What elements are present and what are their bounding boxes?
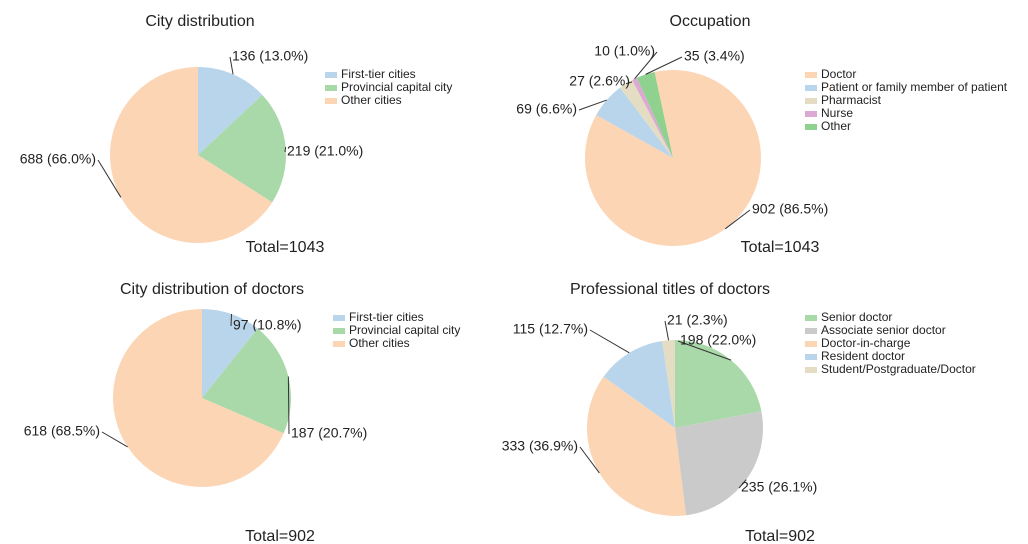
legend-label: Patient or family member of patient bbox=[821, 80, 1008, 94]
value-label: 27 (2.6%) bbox=[569, 73, 630, 89]
chart-title: Occupation bbox=[670, 13, 751, 30]
leader-line bbox=[724, 209, 751, 230]
pie-slice bbox=[202, 309, 258, 398]
legend-label: Other bbox=[821, 119, 851, 133]
pie-slice bbox=[675, 340, 762, 428]
pie-slice bbox=[662, 340, 675, 428]
legend-label: Pharmacist bbox=[821, 93, 882, 107]
legend-label: Other cities bbox=[341, 93, 402, 107]
legend-label: First-tier cities bbox=[349, 310, 424, 324]
legend-swatch bbox=[805, 111, 817, 117]
pie-slice bbox=[620, 80, 673, 158]
pie-slice bbox=[632, 77, 673, 158]
legend-swatch bbox=[333, 315, 345, 321]
value-label: 235 (26.1%) bbox=[741, 479, 817, 495]
leader-line bbox=[625, 81, 633, 85]
value-label: 97 (10.8%) bbox=[233, 317, 301, 333]
total-note: Total=1043 bbox=[741, 239, 820, 256]
legend-swatch bbox=[325, 72, 337, 78]
pie-slice bbox=[586, 376, 687, 516]
value-label: 69 (6.6%) bbox=[516, 101, 577, 117]
leader-line bbox=[645, 56, 683, 75]
legend-swatch bbox=[333, 328, 345, 334]
value-label: 198 (22.0%) bbox=[680, 332, 756, 348]
legend-label: Doctor bbox=[821, 67, 856, 81]
pie-slice bbox=[603, 340, 675, 428]
value-label: 35 (3.4%) bbox=[684, 48, 745, 64]
leader-line bbox=[664, 320, 670, 341]
leader-line bbox=[738, 479, 747, 489]
legend-label: Provincial capital city bbox=[341, 80, 452, 94]
value-label: 10 (1.0%) bbox=[594, 43, 655, 59]
chart-title: City distribution of doctors bbox=[120, 281, 304, 298]
legend-swatch bbox=[805, 98, 817, 104]
legend-swatch bbox=[325, 85, 337, 91]
pie-slice bbox=[198, 94, 286, 203]
value-label: 115 (12.7%) bbox=[513, 321, 588, 337]
pie-slice bbox=[112, 309, 284, 488]
total-note: Total=902 bbox=[245, 528, 315, 544]
chart-title: City distribution bbox=[145, 13, 254, 30]
legend-swatch bbox=[805, 328, 817, 334]
value-label: 136 (13.0%) bbox=[232, 48, 308, 64]
legend-swatch bbox=[805, 124, 817, 130]
value-label: 618 (68.5%) bbox=[24, 423, 100, 439]
legend-swatch bbox=[805, 315, 817, 321]
legend-label: Associate senior doctor bbox=[821, 323, 946, 337]
leader-line bbox=[97, 159, 122, 198]
legend-swatch bbox=[805, 354, 817, 360]
leader-line bbox=[634, 51, 658, 80]
value-label: 333 (36.9%) bbox=[502, 438, 578, 454]
leader-line bbox=[578, 99, 607, 111]
total-note: Total=1043 bbox=[246, 239, 325, 256]
legend-label: Student/Postgraduate/Doctor bbox=[821, 362, 976, 376]
pie-slice bbox=[675, 411, 763, 516]
value-label: 187 (20.7%) bbox=[291, 425, 367, 441]
leader-line bbox=[229, 56, 234, 75]
total-note: Total=902 bbox=[745, 528, 815, 544]
legend-label: Doctor-in-charge bbox=[821, 336, 911, 350]
legend-swatch bbox=[325, 98, 337, 104]
leader-line bbox=[287, 376, 290, 435]
leader-line bbox=[284, 146, 287, 153]
leader-line bbox=[579, 446, 600, 474]
value-label: 688 (66.0%) bbox=[20, 151, 96, 167]
legend-swatch bbox=[805, 341, 817, 347]
pie-slice bbox=[110, 67, 273, 243]
legend-label: Resident doctor bbox=[821, 349, 905, 363]
legend-swatch bbox=[805, 72, 817, 78]
pie-slice bbox=[198, 67, 263, 155]
legend-label: First-tier cities bbox=[341, 67, 416, 81]
legend-label: Nurse bbox=[821, 106, 853, 120]
leader-line bbox=[589, 329, 630, 354]
leader-line bbox=[677, 340, 732, 361]
value-label: 21 (2.3%) bbox=[667, 312, 728, 328]
legend-swatch bbox=[333, 341, 345, 347]
leader-line bbox=[101, 431, 128, 448]
legend-label: Senior doctor bbox=[821, 310, 892, 324]
legend-swatch bbox=[805, 85, 817, 91]
pie-slice bbox=[636, 71, 673, 158]
legend-label: Provincial capital city bbox=[349, 323, 460, 337]
legend-swatch bbox=[805, 367, 817, 373]
chart-title: Professional titles of doctors bbox=[570, 281, 770, 298]
value-label: 902 (86.5%) bbox=[752, 201, 828, 217]
value-label: 219 (21.0%) bbox=[287, 143, 363, 159]
legend-label: Other cities bbox=[349, 336, 410, 350]
pie-slice bbox=[596, 87, 673, 158]
pie-slice bbox=[202, 328, 292, 434]
